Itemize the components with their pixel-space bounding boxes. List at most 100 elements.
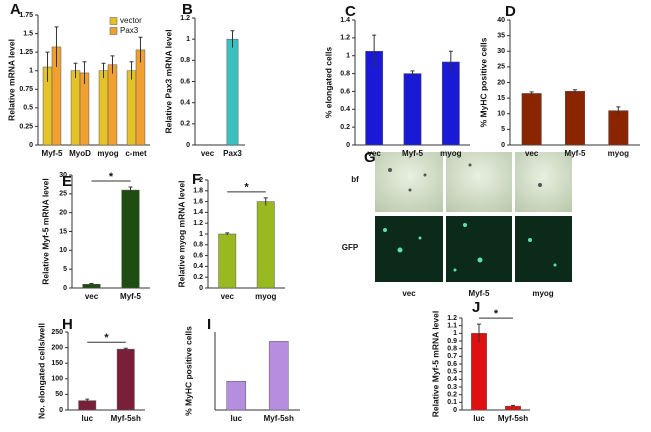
x-tick-label: vec [85,292,99,301]
y-tick-label: 0.9 [447,338,457,345]
y-tick-label: 30 [59,172,67,179]
panel-letter: D [505,3,516,20]
bar [126,70,137,146]
x-tick-label: Myf-5 [42,149,63,158]
bar [403,73,422,146]
y-tick-label: 0.2 [193,274,203,281]
x-tick-label: Myf-5 [120,292,141,301]
y-axis-label: % MyHC positive cells [183,326,193,416]
y-tick-label: 0 [199,285,203,292]
y-tick-label: 0.4 [340,106,350,113]
y-tick-label: 1 [346,53,350,60]
x-tick-label: luc [81,414,93,423]
column-label: vec [402,289,416,298]
error-bar [129,61,134,80]
significance-label: * [109,171,114,183]
y-tick-label: 1.2 [447,315,457,322]
y-tick-label: 0.5 [447,369,457,376]
y-tick-label: 0.6 [193,252,203,259]
x-tick-label: Myf-5 [565,149,586,158]
y-tick-label: 0 [63,285,67,292]
error-bar [225,232,230,236]
y-tick-label: 0.5 [23,105,33,112]
column-label: myog [532,289,553,298]
y-tick-label: 0 [501,142,505,149]
bar [121,189,140,289]
panel-letter: E [62,173,72,190]
bar [471,333,487,411]
legend-swatch [109,17,118,25]
error-bar [85,398,90,403]
y-tick-label: 0.25 [19,123,33,130]
y-tick-label: 25 [497,64,505,71]
y-tick-label: 25 [59,191,67,198]
error-bar [230,30,235,48]
x-tick-label: luc [473,414,485,423]
y-tick-label: 150 [51,360,63,367]
y-tick-label: 10 [59,247,67,254]
y-tick-label: 100 [51,376,63,383]
y-tick-label: 15 [497,95,505,102]
y-tick-label: 0 [453,407,457,414]
legend-label: vector [120,16,142,25]
panel-letter: H [62,316,73,333]
y-tick-label: 200 [51,344,63,351]
x-tick-label: Myf-5sh [264,414,294,423]
panel-letter: G [364,149,376,166]
y-axis-label: Relative myog mRNA level [176,181,186,288]
panel-letter: F [192,171,201,188]
y-tick-label: 0.2 [340,124,350,131]
x-tick-label: myog [255,292,276,301]
y-tick-label: 0.8 [340,70,350,77]
y-axis-label: Relative Pax3 mRNA level [163,29,173,133]
error-bar [54,26,59,67]
y-tick-label: 2 [199,177,203,184]
y-tick-label: 1 [199,231,203,238]
bar [107,64,118,146]
x-tick-label: MyoD [69,149,91,158]
y-tick-label: 1.4 [193,209,203,216]
y-tick-label: 0.4 [193,263,203,270]
bar [135,49,146,146]
panel-letter: B [182,1,193,18]
y-tick-label: 0 [346,142,350,149]
panel-letter: I [207,316,211,333]
x-tick-label: vec [525,149,539,158]
bar [521,93,542,146]
x-tick-label: vec [201,149,215,158]
significance-label: * [244,182,249,194]
y-axis-label: Relative Myf-5 mRNA level [430,311,440,417]
error-bar [138,36,143,63]
y-tick-label: 1.75 [19,12,33,19]
y-tick-label: 15 [59,228,67,235]
x-tick-label: myog [97,149,118,158]
error-bar [410,70,415,77]
error-bar [101,62,106,79]
error-bar [110,55,115,74]
significance-label: * [104,332,109,344]
error-bar [128,186,133,194]
y-axis-label: % MyHC positive cells [478,37,488,127]
y-tick-label: 0 [29,142,33,149]
error-bar [45,51,50,82]
bar [608,110,629,146]
y-tick-label: 0.6 [447,361,457,368]
y-tick-label: 1.1 [447,323,457,330]
y-tick-label: 0.7 [447,353,457,360]
y-tick-label: 1.2 [340,35,350,42]
y-tick-label: 0 [186,142,190,149]
x-tick-label: Myf-5 [402,149,423,158]
error-bar [573,89,577,93]
x-tick-label: vec [221,292,235,301]
bar [226,38,239,146]
y-tick-label: 250 [51,329,63,336]
x-tick-label: c-met [125,149,147,158]
y-axis-label: No. elongated cells/well [36,323,46,419]
y-tick-label: 1.8 [193,188,203,195]
y-tick-label: 0.3 [447,384,457,391]
x-tick-label: luc [230,414,242,423]
row-label: bf [351,175,359,184]
y-tick-label: 5 [63,266,67,273]
y-axis-label: Relative Myf-5 mRNA level [40,178,50,284]
x-tick-label: Pax3 [223,149,242,158]
